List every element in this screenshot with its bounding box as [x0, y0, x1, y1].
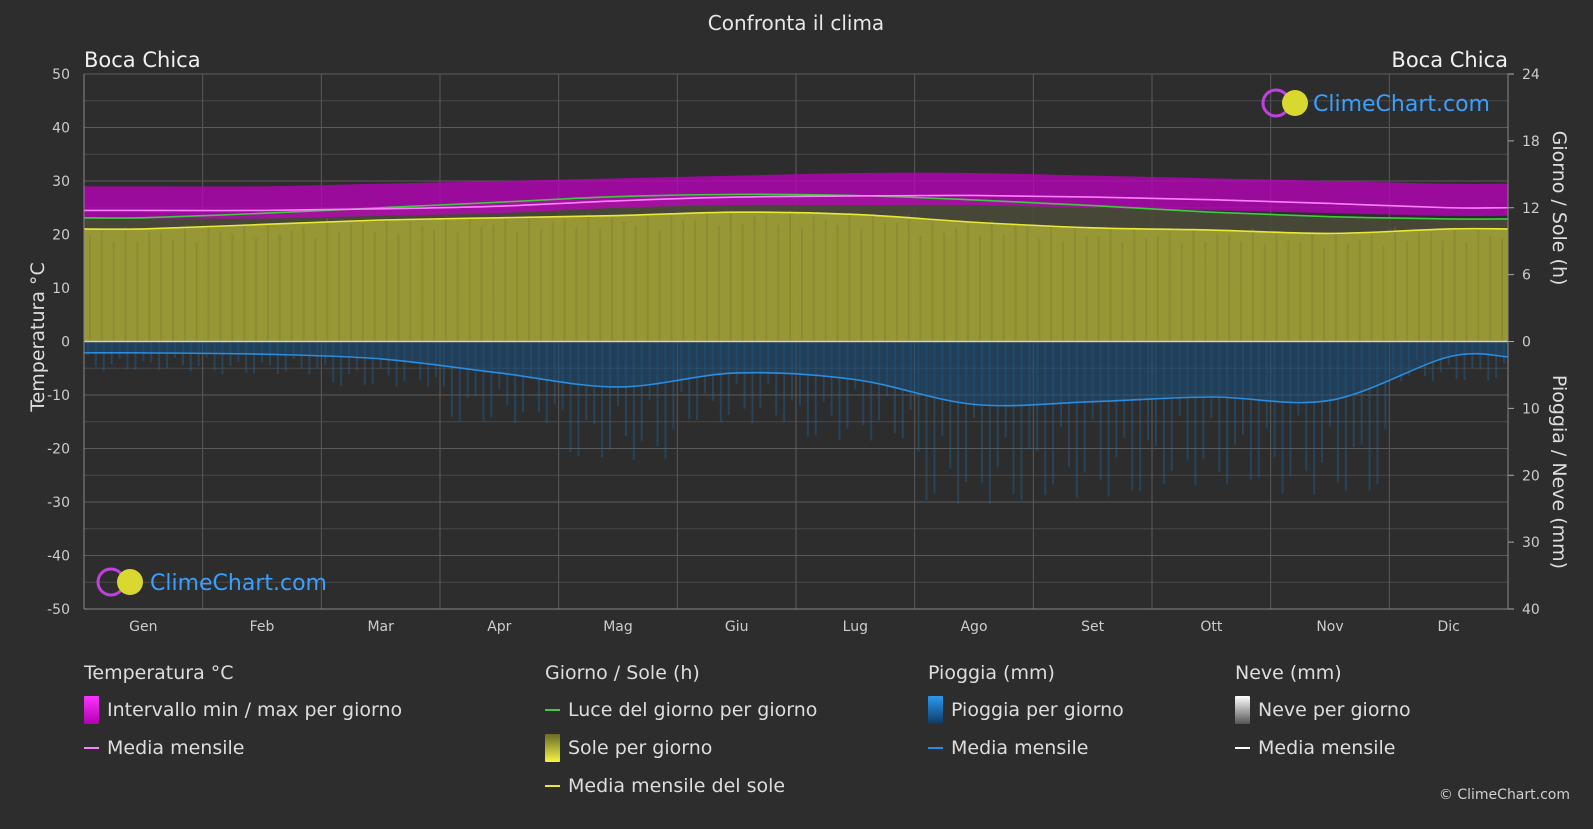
tick-label-temperature: 40: [52, 121, 70, 137]
rain-mean-line: [84, 351, 1508, 407]
tick-label-precip: 10: [1522, 401, 1540, 417]
legend-snow: Neve (mm) Neve per giorno Media mensile: [1235, 662, 1411, 774]
tick-label-temperature: 30: [52, 174, 70, 190]
legend-rain-daily-label: Pioggia per giorno: [951, 699, 1124, 721]
tick-label-sun: 18: [1522, 134, 1540, 150]
axis-right-top-label: Giorno / Sole (h): [1548, 131, 1570, 286]
temperature-mean-line: [84, 194, 1508, 212]
location-left: Boca Chica: [84, 48, 201, 72]
tick-label-temperature: 20: [52, 228, 70, 244]
sunshine-swatch: [545, 734, 560, 762]
legend-temperature: Temperatura °C Intervallo min / max per …: [84, 662, 402, 774]
tick-label-temperature: -50: [47, 602, 70, 618]
daylight-line: [84, 193, 1508, 220]
tick-label-month: Mar: [367, 619, 394, 635]
legend-temperature-title: Temperatura °C: [84, 662, 234, 684]
daylight-swatch: [545, 709, 560, 711]
watermark-top: ClimeChart.com: [1261, 88, 1490, 118]
legend-temp-mean: Media mensile: [84, 736, 402, 760]
plot-area: [84, 172, 1508, 505]
legend-snow-title: Neve (mm): [1235, 662, 1342, 684]
snow-mean-swatch: [1235, 747, 1250, 749]
legend-snow-mean: Media mensile: [1235, 736, 1411, 760]
copyright: © ClimeChart.com: [1438, 787, 1570, 803]
tick-label-temperature: 50: [52, 67, 70, 83]
legend-snow-daily: Neve per giorno: [1235, 696, 1411, 724]
logo-sun-icon: [1282, 90, 1308, 116]
tick-label-month: Feb: [250, 619, 275, 635]
snow-swatch: [1235, 696, 1250, 724]
tick-label-temperature: 0: [61, 335, 70, 351]
legend-sunshine-mean-label: Media mensile del sole: [568, 775, 786, 797]
legend-snow-daily-label: Neve per giorno: [1258, 699, 1411, 721]
sunshine-mean-line: [84, 211, 1508, 235]
tick-label-temperature: -10: [47, 388, 70, 404]
tick-label-month: Lug: [843, 619, 868, 635]
legend-daylight: Luce del giorno per giorno: [545, 698, 817, 722]
legend-daylight-label: Luce del giorno per giorno: [568, 699, 818, 721]
legend-sun: Giorno / Sole (h) Luce del giorno per gi…: [545, 662, 817, 812]
tick-label-sun: 24: [1522, 67, 1540, 83]
watermark-bottom: ClimeChart.com: [96, 567, 327, 597]
legend-temp-mean-label: Media mensile: [107, 737, 245, 759]
rain-swatch: [928, 696, 943, 724]
watermark-text-top: ClimeChart.com: [1313, 92, 1490, 117]
legend-sunshine-label: Sole per giorno: [568, 737, 713, 759]
logo-sun-icon: [117, 569, 143, 595]
legend-sun-title: Giorno / Sole (h): [545, 662, 700, 684]
tick-label-precip: 30: [1522, 535, 1540, 551]
tick-label-temperature: -40: [47, 549, 70, 565]
tick-label-month: Nov: [1316, 619, 1343, 635]
temp-mean-swatch: [84, 747, 99, 749]
tick-label-month: Giu: [725, 619, 749, 635]
sunshine-layer: [84, 194, 1508, 342]
legend-sunshine: Sole per giorno: [545, 734, 817, 762]
tick-label-month: Apr: [487, 619, 511, 635]
tick-label-precip: 20: [1522, 468, 1540, 484]
tick-label-month: Dic: [1437, 619, 1459, 635]
mean-lines-layer: [84, 193, 1508, 407]
tick-label-month: Ott: [1200, 619, 1223, 635]
location-right: Boca Chica: [1391, 48, 1508, 72]
tick-label-precip: 40: [1522, 602, 1540, 618]
sunshine-area: [84, 212, 1508, 342]
axis-right-bottom-label: Pioggia / Neve (mm): [1548, 375, 1570, 569]
legend-rain-mean-label: Media mensile: [951, 737, 1089, 759]
tick-label-month: Gen: [129, 619, 157, 635]
tick-label-temperature: -20: [47, 442, 70, 458]
chart-title: Confronta il clima: [708, 11, 884, 35]
temp-range-swatch: [84, 696, 99, 724]
axis-left-label: Temperatura °C: [27, 262, 49, 413]
legend-rain: Pioggia (mm) Pioggia per giorno Media me…: [928, 662, 1124, 774]
legend-snow-mean-label: Media mensile: [1258, 737, 1396, 759]
tick-label-temperature: 10: [52, 281, 70, 297]
legend-sunshine-mean: Media mensile del sole: [545, 774, 817, 798]
tick-label-month: Set: [1081, 619, 1105, 635]
sunshine-mean-swatch: [545, 785, 560, 787]
legend-temp-range: Intervallo min / max per giorno: [84, 696, 403, 724]
tick-label-month: Mag: [603, 619, 633, 635]
legend-rain-mean: Media mensile: [928, 736, 1124, 760]
tick-label-sun: 12: [1522, 201, 1540, 217]
tick-label-temperature: -30: [47, 495, 70, 511]
tick-label-sun: 0: [1522, 335, 1531, 351]
watermark-text-bottom: ClimeChart.com: [150, 571, 327, 596]
legend-rain-daily: Pioggia per giorno: [928, 696, 1124, 724]
tick-label-sun: 6: [1522, 268, 1531, 284]
rain-mean-swatch: [928, 747, 943, 749]
legend-temp-range-label: Intervallo min / max per giorno: [107, 699, 403, 721]
tick-label-month: Ago: [960, 619, 987, 635]
legend-rain-title: Pioggia (mm): [928, 662, 1055, 684]
axes: 50 40 30 20 10 0 -10 -20 -30 -40 -50 Gen Feb Mar Apr Ma…: [47, 67, 1540, 635]
